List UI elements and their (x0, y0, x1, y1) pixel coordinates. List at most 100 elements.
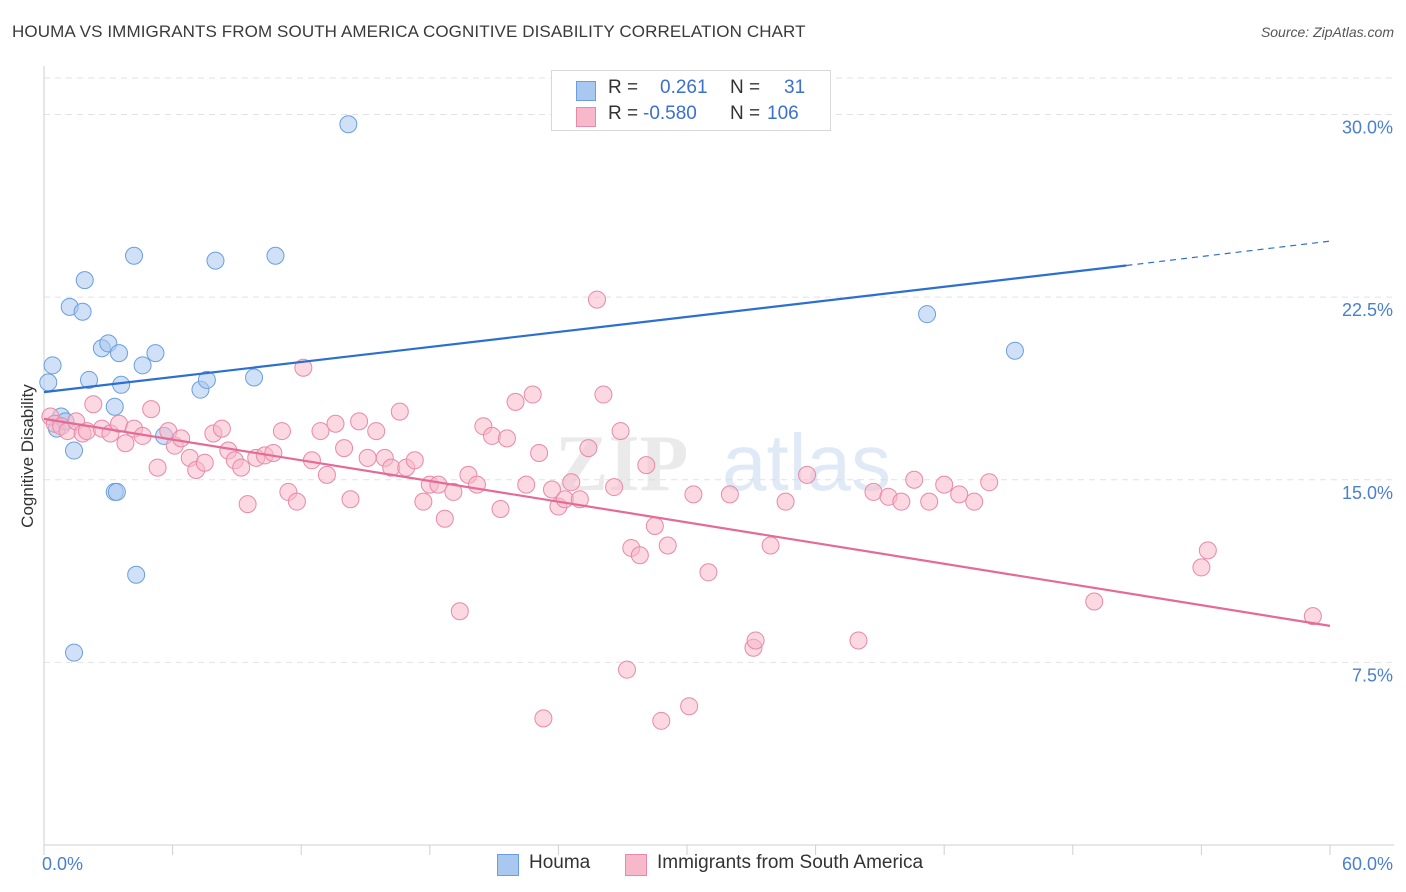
data-point (294, 358, 313, 377)
data-point (125, 246, 144, 265)
y-tick-label: 30.0% (1342, 118, 1393, 138)
data-point (1005, 341, 1024, 360)
watermark-atlas: atlas (722, 418, 891, 507)
bottom-legend-label-houma: Houma (529, 852, 591, 873)
data-point (579, 439, 598, 458)
data-point (367, 422, 386, 441)
data-point (450, 602, 469, 621)
legend-row-immigrants: R = -0.580 N = 106 (552, 103, 830, 129)
data-point (652, 711, 671, 730)
bottom-legend-houma: Houma (497, 852, 607, 878)
data-point (116, 434, 135, 453)
data-point (405, 451, 424, 470)
data-point (272, 422, 291, 441)
y-tick-label: 7.5% (1352, 665, 1393, 685)
legend-row-houma: R = 0.261 N = 31 (552, 77, 830, 103)
data-point (80, 370, 99, 389)
data-point (892, 492, 911, 511)
data-point (555, 490, 574, 509)
data-point (39, 373, 58, 392)
data-point (127, 565, 146, 584)
data-point (245, 368, 264, 387)
data-point (920, 492, 939, 511)
data-point (326, 414, 345, 433)
legend-r-value-immigrants: -0.580 (643, 103, 697, 124)
data-point (350, 412, 369, 431)
data-point (1198, 541, 1217, 560)
data-point (339, 115, 358, 134)
data-point (266, 246, 285, 265)
data-point (197, 370, 216, 389)
data-point (630, 546, 649, 565)
data-point (148, 458, 167, 477)
data-point (562, 473, 581, 492)
data-point (605, 478, 624, 497)
data-point (645, 517, 664, 536)
data-point (287, 492, 306, 511)
data-point (517, 475, 536, 494)
data-point (65, 441, 84, 460)
data-point (1085, 592, 1104, 611)
data-point (390, 402, 409, 421)
legend-n-value-immigrants: 106 (767, 103, 799, 124)
y-tick-label: 15.0% (1342, 483, 1393, 503)
data-point (497, 429, 516, 448)
x-tick-label-min: 0.0% (42, 854, 83, 874)
data-point (107, 482, 126, 501)
data-point (482, 426, 501, 445)
data-point (587, 290, 606, 309)
legend-n-label: N = (730, 77, 761, 98)
data-point (776, 492, 795, 511)
data-point (720, 485, 739, 504)
data-point (75, 271, 94, 290)
data-point (335, 439, 354, 458)
trend-line-extension (1126, 240, 1331, 267)
data-point (594, 385, 613, 404)
bottom-legend-label-immigrants: Immigrants from South America (657, 852, 924, 873)
data-point (232, 458, 251, 477)
data-point (444, 482, 463, 501)
data-point (317, 465, 336, 484)
data-point (761, 536, 780, 555)
data-point (105, 397, 124, 416)
data-point (146, 344, 165, 363)
data-point (435, 509, 454, 528)
data-point (980, 473, 999, 492)
data-point (1303, 607, 1322, 626)
legend-r-label: R = (608, 103, 639, 124)
correlation-legend: R = 0.261 N = 31 R = -0.580 N = 106 (551, 70, 831, 131)
data-point (699, 563, 718, 582)
y-axis-label: Cognitive Disability (18, 384, 37, 528)
data-point (414, 492, 433, 511)
data-point (195, 453, 214, 472)
data-point (73, 302, 92, 321)
bottom-legend-immigrants: Immigrants from South America (625, 852, 955, 878)
data-point (935, 475, 954, 494)
data-point (491, 499, 510, 518)
data-point (611, 422, 630, 441)
data-point (680, 697, 699, 716)
data-point (617, 660, 636, 679)
data-point (684, 485, 703, 504)
data-point (918, 305, 937, 324)
data-point (43, 356, 62, 375)
data-point (264, 443, 283, 462)
data-point (746, 631, 765, 650)
data-point (238, 495, 257, 514)
bottom-legend-swatch-houma (497, 854, 519, 876)
legend-n-label: N = (730, 103, 761, 124)
data-point (965, 492, 984, 511)
legend-n-value-houma: 31 (784, 77, 806, 98)
data-point (1192, 558, 1211, 577)
data-point (864, 482, 883, 501)
legend-swatch-immigrants (576, 107, 596, 127)
data-point (133, 356, 152, 375)
data-point (341, 490, 360, 509)
data-point (212, 419, 231, 438)
data-point (206, 251, 225, 270)
data-point (429, 475, 448, 494)
data-point (358, 448, 377, 467)
data-point (849, 631, 868, 650)
bottom-legend-swatch-immigrants (625, 854, 647, 876)
